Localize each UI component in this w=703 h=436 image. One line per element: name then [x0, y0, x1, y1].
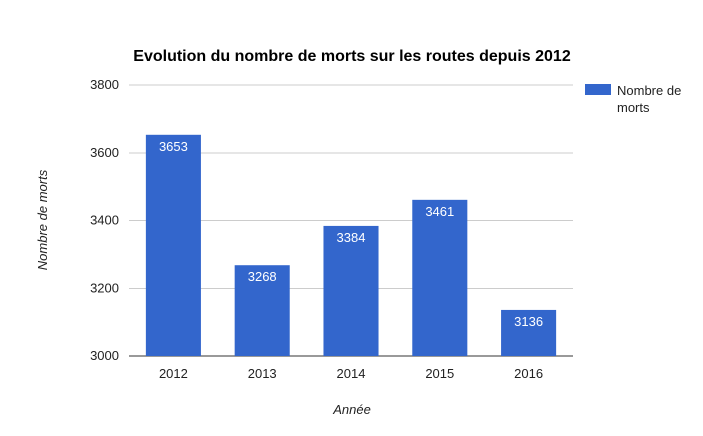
bar-2016 [501, 309, 557, 356]
legend-swatch [585, 84, 611, 95]
legend-label-line-2: morts [617, 100, 650, 115]
x-tick-label-2016: 2016 [514, 366, 543, 381]
bar-2013 [234, 265, 290, 356]
y-tick-label: 3000 [90, 348, 119, 363]
y-tick-label: 3600 [90, 145, 119, 160]
gridlines [129, 84, 573, 357]
chart-title: Evolution du nombre de morts sur les rou… [133, 48, 571, 65]
bar-2012 [145, 134, 201, 356]
bar-2015 [412, 199, 468, 356]
y-tick-label: 3400 [90, 213, 119, 228]
data-label-2016: 3136 [514, 314, 543, 329]
x-tick-label-2013: 2013 [248, 366, 277, 381]
x-axis-label: Année [332, 402, 371, 417]
y-tick-label: 3800 [90, 77, 119, 92]
legend-label-line-1: Nombre de [617, 83, 681, 98]
bars: 3653 3268 3384 3461 3136 [145, 134, 557, 356]
data-label-2013: 3268 [248, 269, 277, 284]
y-axis-label: Nombre de morts [35, 169, 50, 270]
bar-2014 [323, 225, 379, 356]
data-label-2014: 3384 [337, 230, 366, 245]
x-tick-label-2012: 2012 [159, 366, 188, 381]
x-tick-label-2015: 2015 [425, 366, 454, 381]
y-axis-ticks: 3000 3200 3400 3600 3800 [90, 77, 119, 363]
y-tick-label: 3200 [90, 280, 119, 295]
legend: Nombre de morts [585, 83, 681, 115]
x-axis-ticks: 2012 2013 2014 2015 2016 [159, 366, 543, 381]
data-label-2012: 3653 [159, 139, 188, 154]
x-tick-label-2014: 2014 [337, 366, 366, 381]
data-label-2015: 3461 [425, 204, 454, 219]
